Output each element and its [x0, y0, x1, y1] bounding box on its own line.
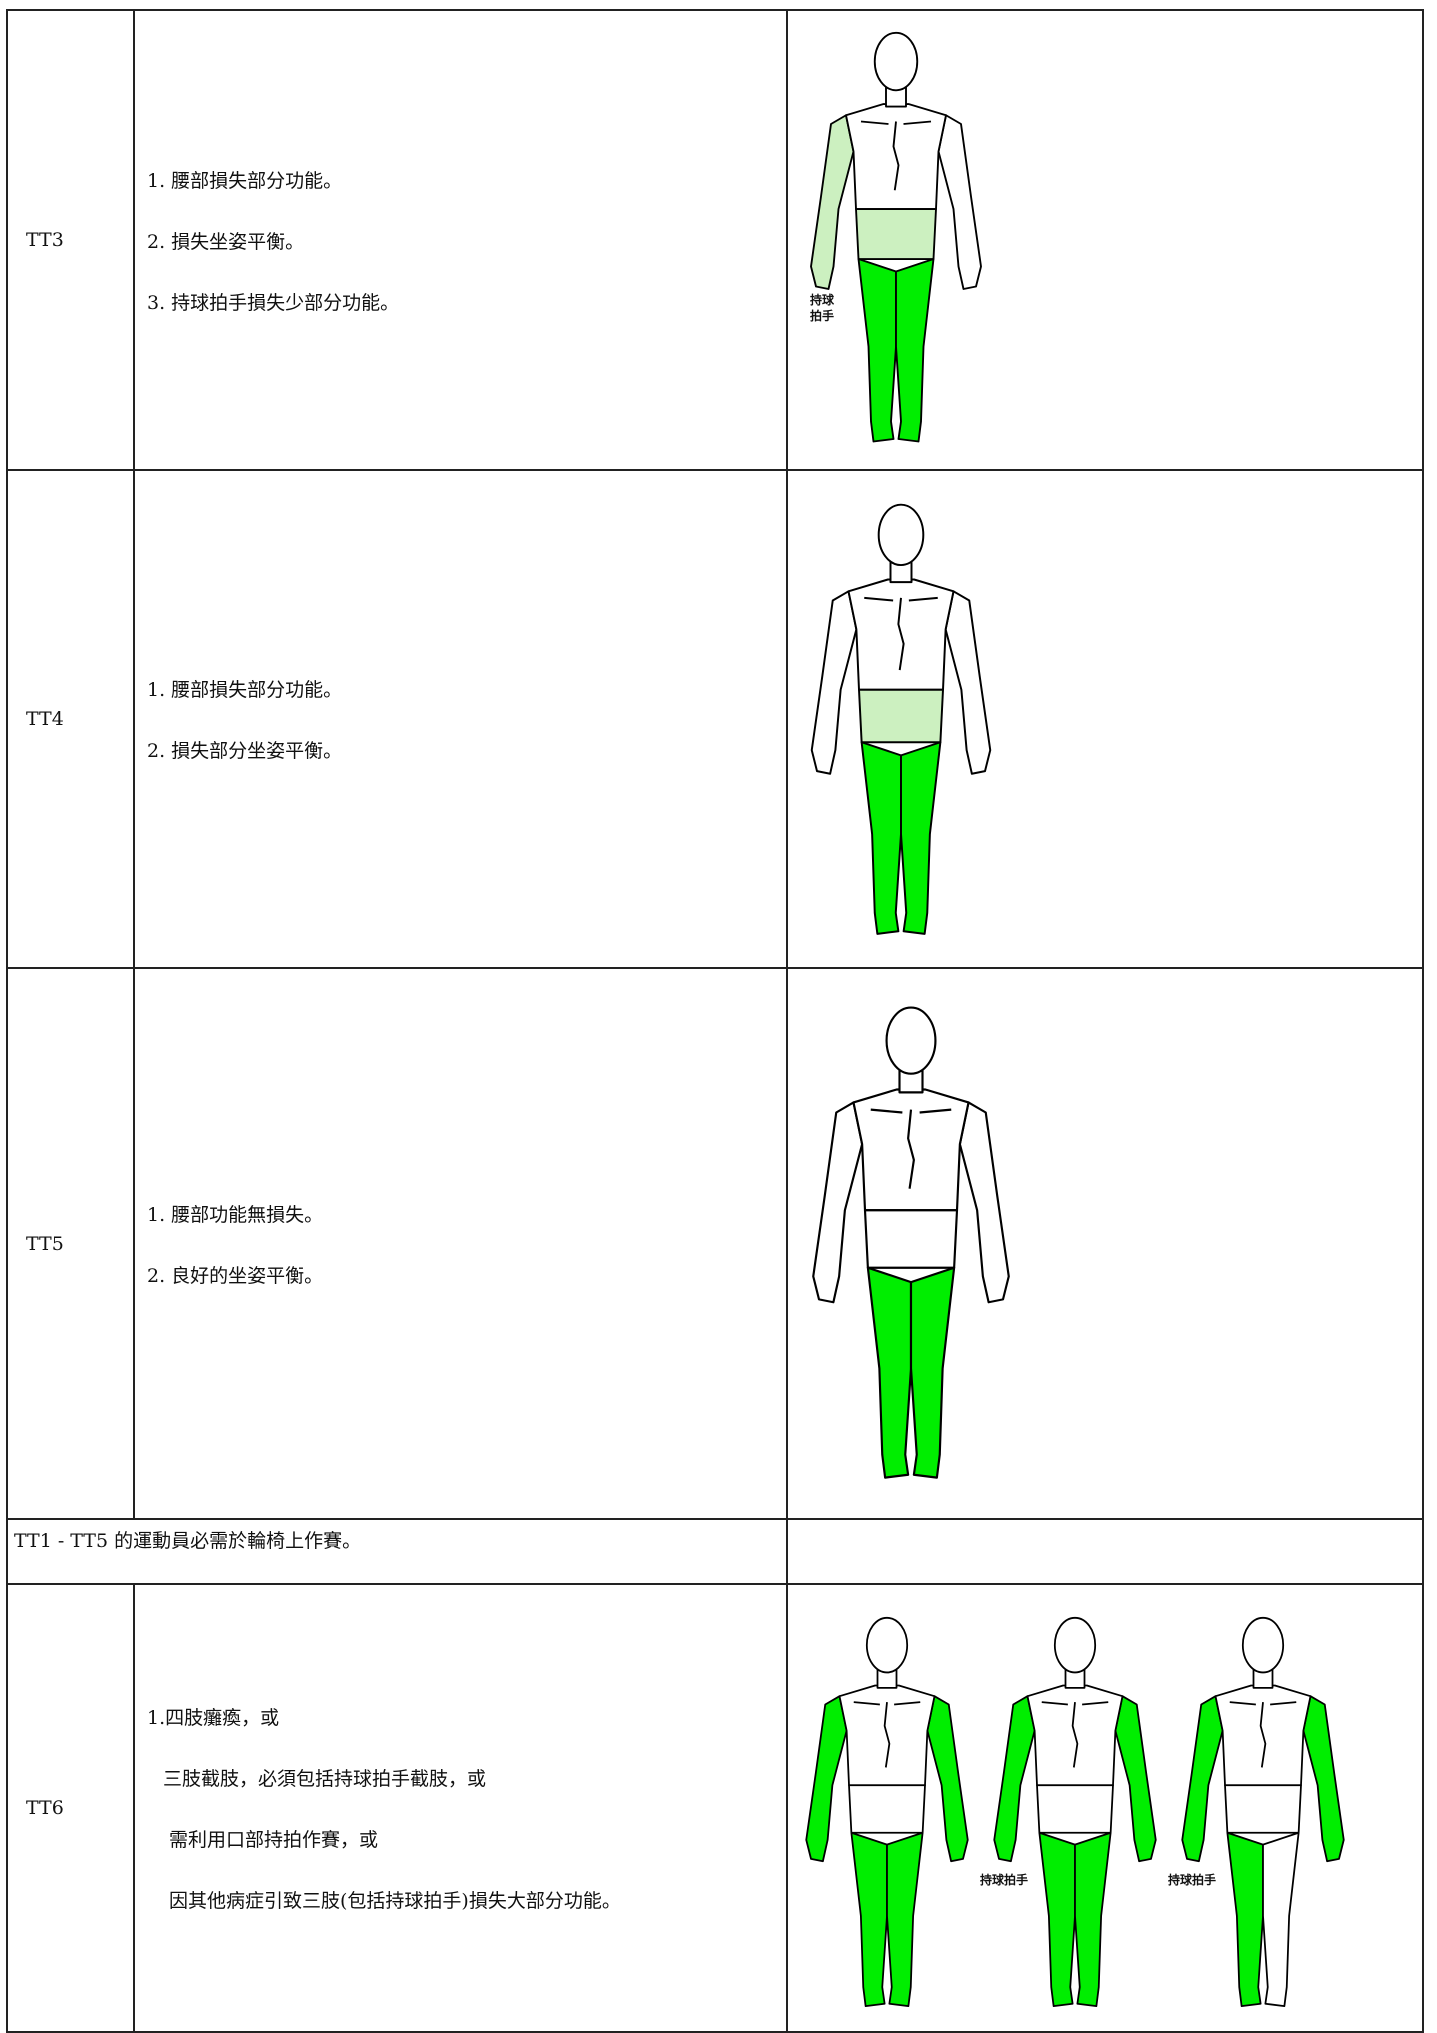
class-label: TT3 [26, 229, 64, 251]
item: 1. 腰部損失部分功能。 [147, 169, 343, 192]
desc-cell: 1. 腰部損失部分功能。 2. 損失坐姿平衡。 3. 持球拍手損失少部分功能。 [133, 9, 788, 471]
desc-cell: 1.四肢癱瘓，或 三肢截肢，必須包括持球拍手截肢，或 需利用口部持拍作賽，或 因… [133, 1583, 788, 2033]
note-cell: TT1 - TT5 的運動員必需於輪椅上作賽。 [6, 1518, 788, 1585]
class-cell: TT4 [6, 469, 135, 969]
item: 三肢截肢，必須包括持球拍手截肢，或 [163, 1768, 487, 1790]
figure-cell: 持球拍手 持球拍手 [786, 1583, 1424, 2033]
body-figure [796, 481, 1006, 951]
body-figure [792, 1589, 982, 2029]
item: 2. 損失坐姿平衡。 [147, 230, 305, 253]
item: 需利用口部持拍作賽，或 [169, 1829, 379, 1851]
body-figure [796, 979, 1026, 1499]
desc-cell: 1. 腰部功能無損失。 2. 良好的坐姿平衡。 [133, 967, 788, 1520]
body-figure [1168, 1589, 1358, 2029]
item: 3. 持球拍手損失少部分功能。 [147, 291, 400, 314]
class-cell: TT6 [6, 1583, 135, 2033]
item: 2. 損失部分坐姿平衡。 [147, 740, 343, 762]
class-cell: TT3 [6, 9, 135, 471]
item: 1.四肢癱瘓，或 [147, 1707, 280, 1729]
figure-label: 拍手 [810, 309, 835, 323]
item: 1. 腰部損失部分功能。 [147, 679, 343, 701]
figure-cell [786, 967, 1424, 1520]
item: 1. 腰部功能無損失。 [147, 1203, 324, 1226]
desc-cell: 1. 腰部損失部分功能。 2. 損失部分坐姿平衡。 [133, 469, 788, 969]
empty-cell [786, 1518, 1424, 1585]
figure-cell: 持球 拍手 [786, 9, 1424, 471]
item: 因其他病症引致三肢(包括持球拍手)損失大部分功能。 [169, 1890, 621, 1912]
class-label: TT6 [26, 1797, 64, 1819]
body-figure [796, 19, 996, 449]
class-cell: TT5 [6, 967, 135, 1520]
figure-label: 持球拍手 [1168, 1873, 1217, 1887]
class-label: TT5 [26, 1232, 64, 1255]
note: TT1 - TT5 的運動員必需於輪椅上作賽。 [14, 1530, 362, 1552]
item: 2. 良好的坐姿平衡。 [147, 1264, 324, 1287]
figure-label: 持球 [810, 293, 835, 307]
figure-cell [786, 469, 1424, 969]
figure-label: 持球拍手 [980, 1873, 1029, 1887]
class-label: TT4 [26, 708, 64, 730]
body-figure [980, 1589, 1170, 2029]
